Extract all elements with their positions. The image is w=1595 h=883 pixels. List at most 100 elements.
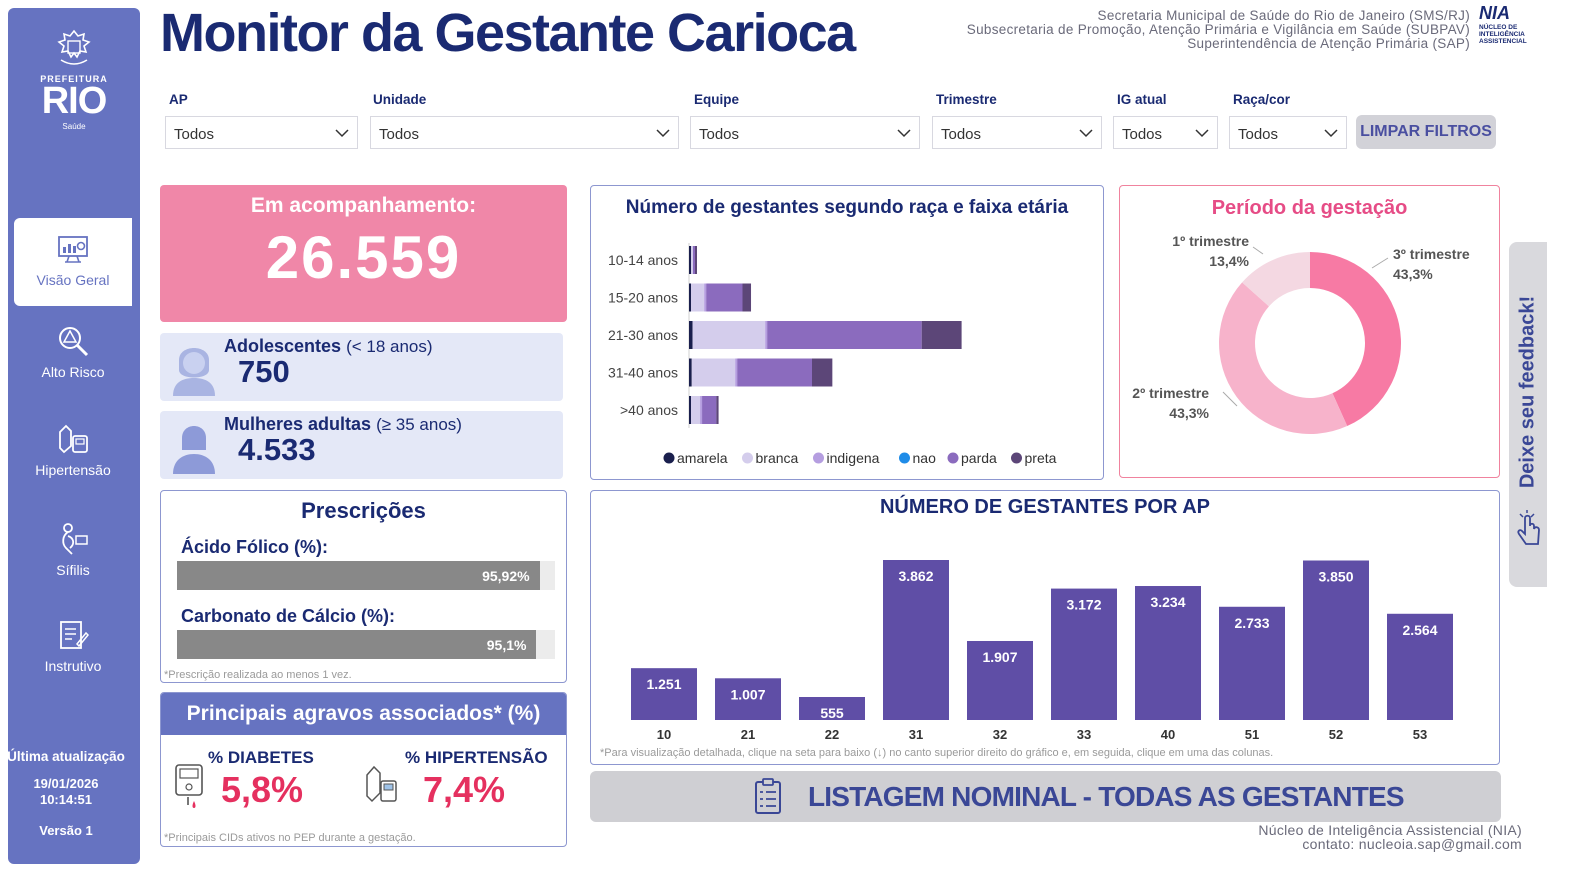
ap-bar[interactable] [715, 678, 781, 720]
ap-category-label: 21 [741, 727, 755, 742]
donut-slice[interactable] [1310, 252, 1401, 427]
kpi-adultas-sub: (≥ 35 anos) [376, 415, 462, 434]
raca-bar-segment[interactable] [737, 358, 812, 387]
donut-slice-value: 43,3% [1393, 266, 1433, 282]
raca-bar-segment[interactable] [693, 246, 695, 274]
filter-trimestre-select[interactable]: Todos [932, 116, 1102, 149]
donut-slice-value: 13,4% [1209, 253, 1249, 269]
filter-ap-label: AP [169, 92, 188, 107]
filter-ig-label: IG atual [1117, 92, 1167, 107]
nia-logo-subtitle: NÚCLEO DE INTELIGÊNCIA ASSISTENCIAL [1479, 24, 1527, 45]
raca-bar-segment[interactable] [702, 396, 717, 424]
raca-bar-segment[interactable] [735, 358, 738, 387]
raca-bar-segment[interactable] [691, 246, 693, 274]
kpi-acompanhamento-value: 26.559 [265, 224, 462, 291]
ap-bar[interactable] [1387, 613, 1453, 720]
filter-value: Todos [941, 126, 982, 143]
ap-bar[interactable] [799, 697, 865, 720]
ap-bar[interactable] [1051, 588, 1117, 720]
ap-bar[interactable] [1135, 586, 1201, 720]
raca-bar-segment[interactable] [689, 321, 693, 349]
periodo-gestacao-chart[interactable]: 3º trimestre 43,3% 2º trimestre 43,3% 1º tri… [1120, 186, 1501, 479]
feedback-button[interactable]: Deixe seu feedback! [1509, 242, 1547, 587]
filter-ig-select[interactable]: Todos [1113, 116, 1218, 149]
ap-bar-value-label: 2.733 [1234, 615, 1269, 631]
raca-bar-segment[interactable] [689, 283, 691, 312]
ap-bar[interactable] [967, 640, 1033, 720]
raca-bar-segment[interactable] [691, 358, 736, 387]
listagem-nominal-button[interactable]: LISTAGEM NOMINAL - TODAS AS GESTANTES [590, 771, 1501, 822]
ap-category-label: 22 [825, 727, 839, 742]
kpi-adultas-title: Mulheres adultas [224, 414, 372, 434]
raca-bar-segment[interactable] [689, 396, 691, 424]
page-title: Monitor da Gestante Carioca [160, 3, 856, 63]
donut-slice-label: 1º trimestre [1172, 233, 1249, 249]
version-label: Versão 1 [39, 823, 93, 838]
ap-bar[interactable] [1303, 560, 1369, 720]
prefeitura-rio-logo: PREFEITURA RIO Saúde [8, 28, 140, 131]
chevron-down-icon [1324, 129, 1338, 138]
raca-bar-segment[interactable] [704, 283, 707, 312]
raca-bar-segment[interactable] [692, 321, 766, 349]
raca-category-label: >40 anos [620, 402, 678, 418]
legend-dot [947, 452, 959, 464]
agravos-card: Principais agravos associados* (%) % DIA… [160, 692, 567, 847]
chevron-down-icon [1079, 129, 1093, 138]
org-line: Superintendência de Atenção Primária (SA… [1187, 36, 1470, 51]
ap-category-label: 51 [1245, 727, 1259, 742]
raca-bar-segment[interactable] [812, 358, 833, 387]
ap-bar-value-label: 1.907 [982, 649, 1017, 665]
org-info: Secretaria Municipal de Saúde do Rio de … [967, 9, 1470, 51]
acido-folico-label: Ácido Fólico (%): [181, 537, 328, 557]
raca-bar-segment[interactable] [742, 283, 752, 312]
raca-bar-segment[interactable] [921, 321, 962, 349]
raca-faixa-etaria-panel: Número de gestantes segundo raça e faixa… [590, 185, 1104, 480]
donut-slice[interactable] [1242, 252, 1310, 307]
raca-bar-segment[interactable] [706, 283, 743, 312]
ap-bar-value-label: 3.850 [1318, 568, 1353, 584]
filter-ap-select[interactable]: Todos [165, 116, 358, 149]
raca-bar-segment[interactable] [700, 396, 703, 424]
chevron-down-icon [1195, 129, 1209, 138]
raca-bar-segment[interactable] [691, 283, 705, 312]
carbonato-calcio-bar: 95,1% [177, 630, 555, 659]
prescricoes-card: Prescrições Ácido Fólico (%): 95,92% Car… [160, 490, 567, 683]
nav-label: Hipertensão [35, 462, 111, 478]
ap-bar-value-label: 3.862 [898, 568, 933, 584]
raca-bar-segment[interactable] [691, 396, 701, 424]
gestantes-por-ap-chart[interactable]: 1.251 10 1.007 21 555 22 3.862 31 1.907 32 3.172 33… [591, 491, 1501, 766]
clear-filters-button[interactable]: LIMPAR FILTROS [1356, 115, 1496, 149]
raca-category-label: 31-40 anos [608, 365, 678, 381]
filter-unidade-select[interactable]: Todos [370, 116, 679, 149]
legend-label: nao [913, 450, 937, 466]
feedback-label: Deixe seu feedback! [1516, 295, 1539, 489]
raca-faixa-etaria-chart[interactable]: 10-14 anos 15-20 anos 21-30 anos 31-40 anos… [591, 186, 1105, 481]
raca-bar-segment[interactable] [689, 246, 691, 274]
nav-alto-risco[interactable]: Alto Risco [14, 310, 132, 398]
raca-bar-segment[interactable] [765, 321, 768, 349]
nav-hipertensao[interactable]: Hipertensão [14, 408, 132, 496]
legend-dot [813, 452, 824, 464]
org-line: Subsecretaria de Promoção, Atenção Primá… [966, 22, 1470, 37]
diabetes-value: 5,8% [221, 769, 304, 810]
raca-bar-segment[interactable] [767, 321, 922, 349]
donut-leader-line [1252, 246, 1264, 255]
raca-bar-segment[interactable] [695, 246, 697, 274]
ap-category-label: 33 [1077, 727, 1091, 742]
ap-bar[interactable] [631, 668, 697, 720]
nav-instrutivo[interactable]: Instrutivo [14, 604, 132, 692]
footer-contact: contato: nucleoia.sap@gmail.com [1302, 836, 1522, 852]
last-update-date: 19/01/2026 [33, 776, 99, 791]
nav-visao-geral[interactable]: Visão Geral [14, 218, 132, 306]
chevron-down-icon [897, 129, 911, 138]
nav-label: Sífilis [56, 562, 90, 578]
filter-raca-select[interactable]: Todos [1229, 116, 1347, 149]
ap-bar[interactable] [1219, 606, 1285, 720]
raca-bar-segment[interactable] [689, 358, 692, 387]
ap-bar[interactable] [883, 560, 949, 720]
filter-equipe-select[interactable]: Todos [690, 116, 920, 149]
donut-slice[interactable] [1219, 282, 1348, 435]
legend-label: branca [756, 450, 799, 466]
raca-bar-segment[interactable] [716, 396, 719, 424]
nav-sifilis[interactable]: Sífilis [14, 508, 132, 596]
